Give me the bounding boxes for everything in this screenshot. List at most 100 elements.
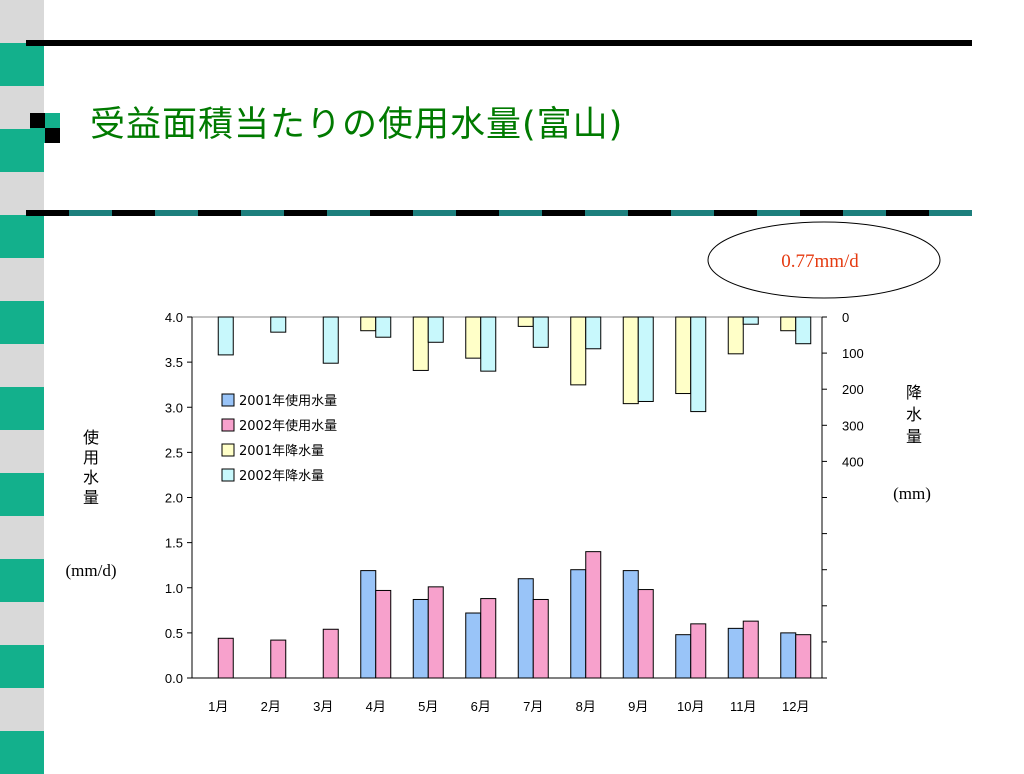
callout-oval: 0.77mm/d	[707, 221, 941, 299]
left-tick-label: 4.0	[165, 310, 183, 325]
side-stripe-block	[0, 731, 44, 774]
right-tick-label: 0	[842, 310, 849, 325]
rule-dash	[413, 210, 456, 216]
x-tick-label: 5月	[418, 699, 438, 714]
left-axis-label-char: 用	[83, 448, 99, 467]
x-tick-label: 2月	[261, 699, 281, 714]
plot-area	[191, 316, 823, 679]
rule-dash	[26, 210, 69, 216]
chart-bar	[375, 589, 392, 679]
left-tick-label: 1.5	[165, 536, 183, 551]
rule-dash	[327, 210, 370, 216]
legend-label: 2001年降水量	[239, 444, 324, 459]
chart-bar	[217, 316, 234, 356]
rule-dash	[843, 210, 886, 216]
right-tick-label: 100	[842, 346, 864, 361]
chart-bar	[517, 316, 534, 327]
legend-label: 2002年使用水量	[239, 418, 337, 434]
side-stripe-block	[0, 301, 44, 344]
side-stripe-block	[0, 43, 44, 86]
left-axis-label-char: 水	[83, 468, 99, 487]
chart-bar	[742, 316, 759, 325]
rule-dash	[499, 210, 542, 216]
chart-bar	[270, 639, 287, 679]
chart-bar	[480, 316, 497, 372]
right-axis-unit: (mm)	[893, 484, 931, 503]
chart-bar	[412, 598, 429, 679]
top-rule	[26, 40, 972, 46]
chart-bar	[780, 632, 797, 679]
chart-bar	[427, 586, 444, 679]
side-stripe-block	[0, 215, 44, 258]
chart-bar	[675, 634, 692, 679]
right-tick-label: 200	[842, 382, 864, 397]
rule-dash	[628, 210, 671, 216]
legend-swatch	[221, 443, 235, 457]
side-stripe-block	[0, 645, 44, 688]
rule-dash	[714, 210, 757, 216]
x-tick-label: 7月	[523, 699, 543, 714]
right-tick-label: 300	[842, 418, 864, 433]
chart-bar	[480, 598, 497, 679]
slide-title: 受益面積当たりの使用水量(富山)	[90, 105, 624, 145]
chart-bar	[690, 316, 707, 413]
chart-bar	[465, 316, 482, 359]
left-tick-label: 2.0	[165, 491, 183, 506]
right-tick-label: 400	[842, 454, 864, 469]
chart-bar	[727, 316, 744, 355]
chart-bar	[427, 316, 444, 343]
chart-bar	[780, 316, 797, 332]
chart-bar	[585, 551, 602, 679]
side-stripe-block	[0, 473, 44, 516]
x-tick-label: 9月	[628, 699, 648, 714]
legend-swatch	[221, 468, 235, 482]
title-bullet-icon	[30, 113, 60, 143]
rule-dash	[542, 210, 585, 216]
rule-dash	[456, 210, 499, 216]
side-stripe-block	[0, 602, 44, 645]
rule-dash	[671, 210, 714, 216]
left-axis-label-char: 使	[83, 428, 99, 447]
rule-dash	[800, 210, 843, 216]
chart-bar	[322, 628, 339, 679]
chart-bar	[637, 589, 654, 679]
rule-dash	[241, 210, 284, 216]
callout-value: 0.77mm/d	[781, 251, 859, 272]
rule-dash	[69, 210, 112, 216]
side-stripe-block	[0, 0, 44, 43]
rule-dash	[112, 210, 155, 216]
chart-bar	[690, 623, 707, 679]
x-tick-label: 10月	[677, 699, 704, 714]
left-tick-label: 0.5	[165, 626, 183, 641]
side-stripe-block	[0, 516, 44, 559]
legend-swatch	[221, 418, 235, 432]
chart-bar	[727, 627, 744, 679]
chart-bar	[532, 316, 549, 348]
chart-bar	[412, 316, 429, 371]
left-axis-unit: (mm/d)	[66, 561, 117, 580]
chart-bar	[570, 569, 587, 679]
right-axis-label-char: 降	[906, 383, 922, 402]
side-stripe-block	[0, 344, 44, 387]
chart-bar	[217, 637, 234, 679]
chart-bar	[532, 598, 549, 679]
side-stripe-block	[0, 258, 44, 301]
chart-bar	[585, 316, 602, 350]
x-tick-label: 8月	[576, 699, 596, 714]
chart-bar	[622, 570, 639, 679]
side-stripe-block	[0, 387, 44, 430]
legend-label: 2002年降水量	[239, 469, 324, 484]
side-stripe-block	[0, 430, 44, 473]
rule-dash	[284, 210, 327, 216]
rule-dash	[886, 210, 929, 216]
rule-dash	[585, 210, 628, 216]
chart-bar	[517, 578, 534, 679]
side-stripe-block	[0, 172, 44, 215]
x-tick-label: 6月	[471, 699, 491, 714]
chart-bar	[570, 316, 587, 386]
left-tick-label: 2.5	[165, 445, 183, 460]
chart-bar	[622, 316, 639, 405]
rule-dash	[198, 210, 241, 216]
x-tick-label: 12月	[782, 699, 809, 714]
